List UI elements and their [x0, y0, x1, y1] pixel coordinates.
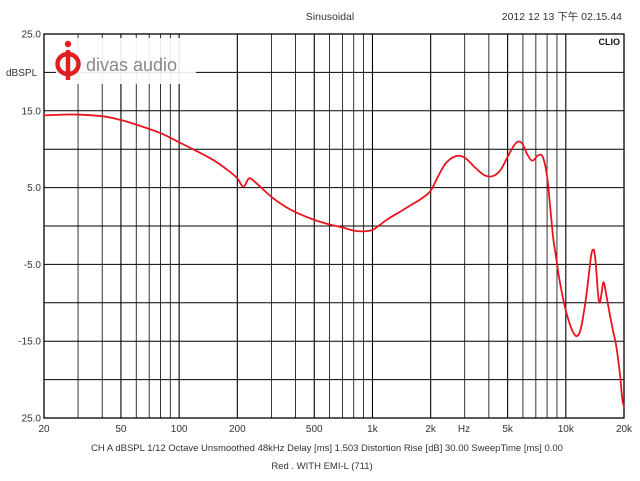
- x-tick-label: 50: [115, 424, 127, 435]
- y-axis: 25.0 15.0 5.0 -5.0 -15.0 25.0: [18, 30, 41, 425]
- x-tick-label: 10k: [558, 424, 575, 435]
- y-tick-label: 25.0: [22, 414, 42, 425]
- phi-logo-icon: [55, 40, 81, 80]
- plot-frame: [43, 33, 625, 419]
- x-tick-label: 20: [38, 424, 50, 435]
- legend-line: Red . WITH EMI-L (711): [271, 461, 372, 472]
- x-tick-label: 100: [171, 424, 188, 435]
- y-tick-label: 5.0: [27, 183, 41, 194]
- x-tick-label: 5k: [502, 424, 514, 435]
- y-tick-label: -15.0: [18, 337, 41, 348]
- y-tick-label: -5.0: [24, 260, 42, 271]
- x-tick-label: 200: [229, 424, 246, 435]
- brand-tag: CLIO: [599, 37, 621, 47]
- x-tick-label: 1k: [367, 424, 379, 435]
- y-tick-label: 25.0: [22, 30, 42, 41]
- series-line: [43, 113, 625, 408]
- x-tick-label: 2k: [425, 424, 437, 435]
- x-axis: 20 50 100 200 500 1k 2k 5k 10k 20k: [38, 424, 633, 435]
- chart-title: Sinusoidal: [306, 11, 354, 23]
- y-tick-label: 15.0: [22, 106, 42, 117]
- x-tick-label: 500: [306, 424, 323, 435]
- series-layer: [43, 113, 625, 408]
- x-tick-label: 20k: [616, 424, 633, 435]
- logo-text: divas audio: [86, 55, 177, 75]
- logo: divas audio: [55, 38, 196, 84]
- settings-line: CH A dBSPL 1/12 Octave Unsmoothed 48kHz …: [91, 443, 563, 454]
- x-axis-label: Hz: [458, 424, 470, 435]
- timestamp: 2012 12 13 下午 02.15.44: [502, 10, 622, 23]
- y-axis-label: dBSPL: [6, 68, 38, 79]
